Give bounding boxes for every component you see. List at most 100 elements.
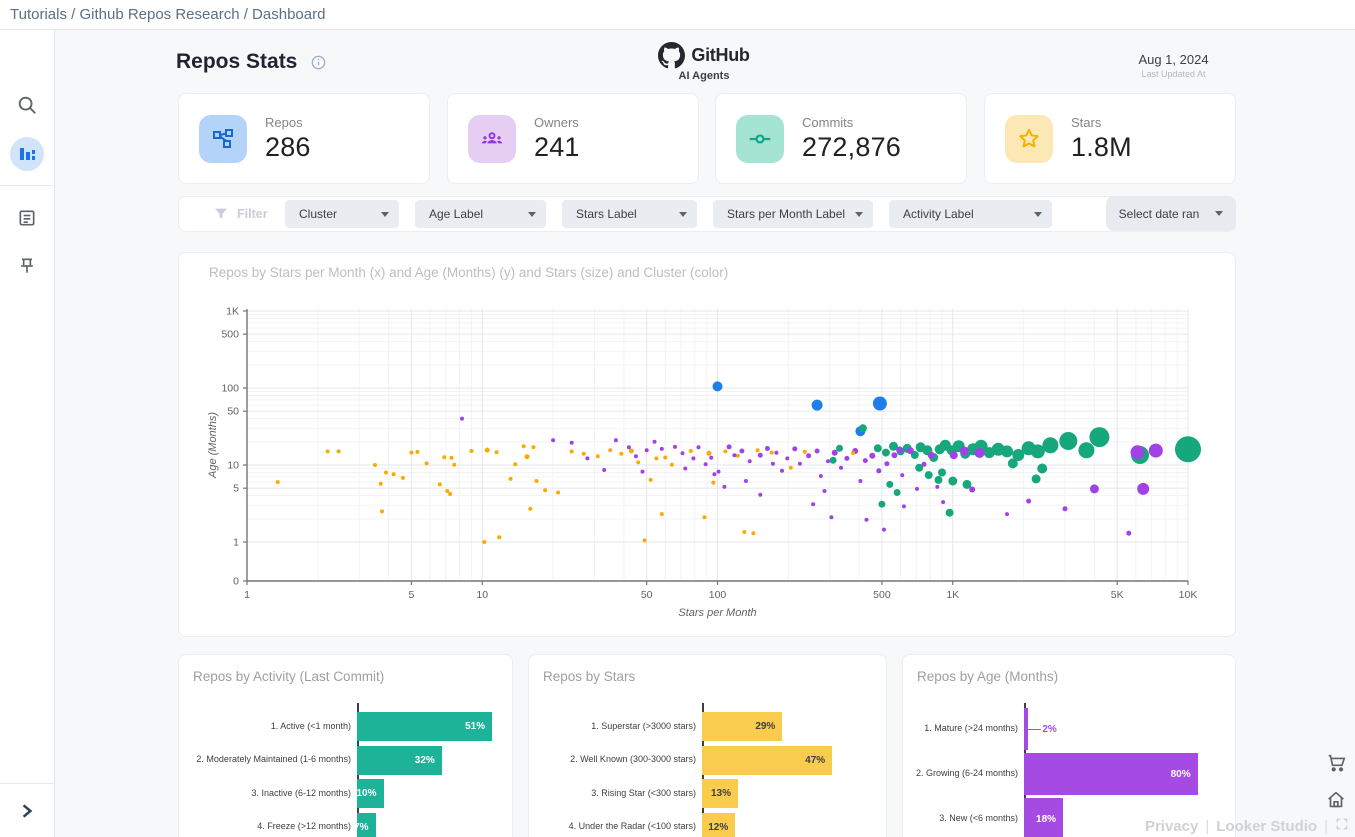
owners-icon (468, 114, 516, 163)
scatter-plot[interactable]: 0 1 5 10 50 100 500 1K 1 5 10 50 100 500 1K 5K 10K Stars … (179, 253, 1237, 636)
page-title: Repos Stats (176, 50, 298, 73)
date-range-picker[interactable]: Select date ran (1106, 196, 1236, 231)
svg-text:1: 1 (244, 589, 250, 601)
svg-text:50: 50 (227, 406, 239, 418)
filter-chip-age-label[interactable]: Age Label (415, 200, 546, 228)
bar[interactable]: 29% (702, 712, 783, 741)
bar-value-label: 12% (708, 821, 729, 833)
svg-text:100: 100 (221, 383, 239, 395)
svg-text:1K: 1K (946, 589, 959, 601)
bar[interactable]: 10% (356, 779, 384, 808)
scatter-chart-card: Repos by Stars per Month (x) and Age (Mo… (178, 252, 1236, 637)
bar-value-label: 13% (710, 788, 731, 799)
top-bar: Tutorials / Github Repos Research / Dash… (0, 0, 1355, 30)
bar-category-label: 1. Active (<1 month) (270, 720, 351, 731)
bar[interactable]: 32% (357, 745, 442, 775)
bar-value-label: 32% (414, 754, 435, 766)
privacy-link[interactable]: Privacy (1144, 817, 1199, 835)
star-icon (1005, 114, 1053, 163)
bar-chart-title: Repos by Age (Months) (917, 669, 1059, 684)
search-icon[interactable] (10, 88, 44, 122)
filter-chip-cluster[interactable]: Cluster (285, 200, 399, 228)
svg-text:1: 1 (233, 537, 239, 549)
bar[interactable]: 80% (1024, 753, 1198, 795)
sidebar (0, 30, 55, 837)
fullscreen-icon[interactable] (1335, 817, 1349, 835)
svg-text:5K: 5K (1111, 589, 1124, 601)
svg-text:Age (Months): Age (Months) (207, 412, 219, 479)
scatter-chart-title: Repos by Stars per Month (x) and Age (Mo… (209, 265, 729, 280)
bar-row: 3. Rising Star (<300 stars) 13% (529, 779, 882, 808)
last-updated-label: Last Updated At (1141, 69, 1206, 79)
bar-chart-card-stars: Repos by Stars 1. Superstar (>3000 stars… (528, 654, 887, 837)
bar-value-label: 47% (805, 754, 826, 766)
svg-text:500: 500 (221, 329, 239, 341)
bar-value-label: 29% (755, 721, 776, 732)
bar-category-label: 1. Mature (>24 months) (924, 723, 1018, 734)
bar-row: 1. Mature (>24 months) 2% (903, 708, 1231, 750)
stars-bar-chart[interactable]: 1. Superstar (>3000 stars) 29% 2. Well Kno… (529, 701, 886, 837)
bar[interactable]: 18% (1024, 798, 1064, 837)
bar-category-label: 1. Superstar (>3000 stars) (591, 720, 696, 731)
svg-text:0: 0 (233, 576, 239, 588)
bar-category-label: 3. Rising Star (<300 stars) (591, 787, 696, 798)
bar-row: 3. Inactive (6-12 months) 10% (179, 779, 508, 808)
bar[interactable]: 7% (354, 812, 376, 837)
svg-text:50: 50 (641, 589, 653, 601)
stat-label: Stars (1071, 114, 1102, 130)
looker-studio-link[interactable]: Looker Studio (1216, 817, 1318, 835)
bar-row: 3. New (<6 months) 18% (903, 798, 1231, 837)
bar-row: 1. Superstar (>3000 stars) 29% (529, 712, 882, 741)
bar[interactable]: 13% (702, 779, 738, 808)
bar-chart-icon (20, 148, 35, 160)
activity-bar-chart[interactable]: 1. Active (<1 month) 51% 2. Moderately Mai… (179, 701, 512, 837)
bar-category-label: 3. New (<6 months) (939, 813, 1018, 824)
filter-label: Filter (213, 206, 269, 222)
bar-chart-card-age: Repos by Age (Months) 1. Mature (>24 mon… (902, 654, 1236, 837)
sidebar-expand-chevron[interactable] (0, 783, 54, 837)
bar-row: 2. Moderately Maintained (1-6 months) 32% (179, 745, 508, 775)
sidebar-item-dashboard[interactable] (10, 137, 44, 171)
svg-text:100: 100 (709, 589, 727, 601)
home-icon[interactable] (1321, 785, 1351, 815)
bar[interactable]: 12% (702, 812, 736, 837)
stat-value: 286 (265, 131, 311, 162)
logo-subtitle: AI Agents (678, 70, 730, 82)
report-icon (19, 210, 35, 226)
bar-chart-card-activity: Repos by Activity (Last Commit) 1. Activ… (178, 654, 513, 837)
filter-chip-stars-label[interactable]: Stars Label (562, 200, 697, 228)
bar-row: 2. Well Known (300-3000 stars) 47% (529, 745, 882, 775)
bar-value-label: 7% (354, 821, 369, 833)
funnel-icon (215, 208, 227, 219)
github-octocat-icon (658, 42, 686, 69)
age-bar-chart[interactable]: 1. Mature (>24 months) 2% 2. Growing (6-24… (903, 701, 1235, 837)
watermark-separator: | (1324, 817, 1328, 835)
commits-icon (736, 114, 784, 163)
bar-chart-title: Repos by Activity (Last Commit) (193, 669, 385, 684)
bar-category-label: 4. Under the Radar (<100 stars) (568, 821, 696, 832)
svg-text:10K: 10K (1179, 589, 1198, 601)
svg-text:10: 10 (476, 589, 488, 601)
breadcrumb[interactable]: Tutorials / Github Repos Research / Dash… (10, 6, 326, 23)
cart-icon[interactable] (1321, 748, 1351, 778)
bar[interactable]: 51% (357, 712, 493, 741)
sidebar-item-pin[interactable] (10, 249, 44, 283)
chevron-down-icon (1215, 211, 1224, 216)
bar-value-label: 80% (1170, 768, 1191, 780)
filter-chip-stars-per-month-label[interactable]: Stars per Month Label (713, 200, 873, 228)
chevron-down-icon (1034, 211, 1042, 217)
logo-title: GitHub (691, 45, 750, 65)
bar[interactable]: 47% (702, 745, 833, 775)
bar-category-label: 2. Well Known (300-3000 stars) (570, 754, 696, 765)
bar[interactable] (1024, 708, 1029, 750)
repos-icon (199, 114, 247, 163)
svg-text:5: 5 (233, 483, 239, 495)
svg-text:1K: 1K (226, 306, 239, 318)
stat-label: Owners (534, 114, 579, 130)
info-icon[interactable] (311, 55, 326, 75)
svg-text:Stars per Month: Stars per Month (678, 607, 756, 619)
sidebar-item-report[interactable] (10, 201, 44, 235)
bar-value-label: 51% (465, 721, 486, 732)
chevron-down-icon (855, 211, 863, 217)
filter-chip-activity-label[interactable]: Activity Label (889, 200, 1052, 228)
